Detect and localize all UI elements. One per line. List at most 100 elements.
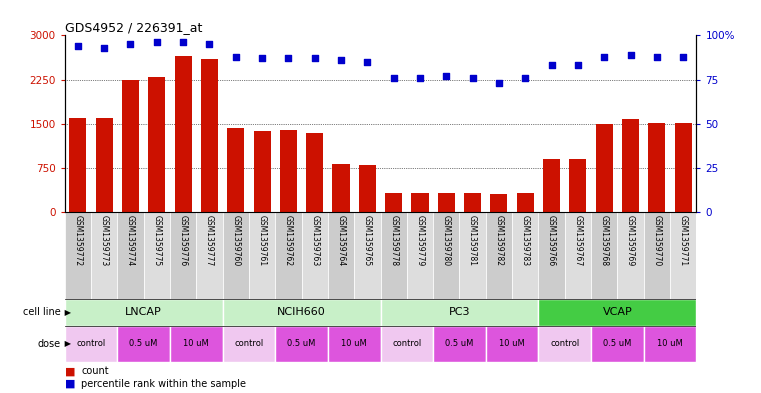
Text: GSM1359764: GSM1359764 — [336, 215, 345, 266]
Text: GSM1359779: GSM1359779 — [416, 215, 425, 266]
Bar — [674, 123, 692, 212]
Bar — [333, 164, 349, 212]
Text: 10 uM: 10 uM — [183, 340, 209, 348]
Text: GSM1359769: GSM1359769 — [626, 215, 635, 266]
Text: 0.5 uM: 0.5 uM — [603, 340, 632, 348]
Bar — [539, 326, 591, 362]
Text: LNCAP: LNCAP — [126, 307, 162, 318]
Text: GSM1359776: GSM1359776 — [179, 215, 188, 266]
Bar — [275, 326, 328, 362]
Bar — [148, 77, 165, 212]
Bar — [490, 194, 508, 212]
Bar — [301, 212, 328, 299]
Point — [625, 51, 637, 58]
Text: 10 uM: 10 uM — [657, 340, 683, 348]
Bar — [565, 212, 591, 299]
Bar — [486, 212, 512, 299]
Bar — [648, 123, 665, 212]
Bar — [591, 326, 644, 362]
Text: control: control — [392, 340, 422, 348]
Point — [335, 57, 347, 63]
Point — [230, 53, 242, 60]
Text: PC3: PC3 — [449, 307, 470, 318]
Text: GSM1359765: GSM1359765 — [363, 215, 372, 266]
Bar — [596, 124, 613, 212]
Bar — [644, 212, 670, 299]
Point — [572, 62, 584, 68]
Text: GSM1359780: GSM1359780 — [442, 215, 451, 266]
Text: ■: ■ — [65, 366, 75, 376]
Bar — [275, 212, 301, 299]
Point — [151, 39, 163, 46]
Text: GSM1359775: GSM1359775 — [152, 215, 161, 266]
Text: GSM1359773: GSM1359773 — [100, 215, 109, 266]
Bar — [460, 212, 486, 299]
Point — [546, 62, 558, 68]
Bar — [174, 56, 192, 212]
Point — [361, 59, 374, 65]
Text: GSM1359778: GSM1359778 — [389, 215, 398, 266]
Text: GSM1359768: GSM1359768 — [600, 215, 609, 266]
Point — [598, 53, 610, 60]
Bar — [122, 79, 139, 212]
Text: 0.5 uM: 0.5 uM — [288, 340, 316, 348]
Bar — [328, 212, 354, 299]
Point — [519, 75, 531, 81]
Text: GSM1359783: GSM1359783 — [521, 215, 530, 266]
Text: 10 uM: 10 uM — [341, 340, 367, 348]
Text: GSM1359781: GSM1359781 — [468, 215, 477, 266]
Bar — [464, 193, 481, 212]
Point — [203, 41, 215, 47]
Text: 0.5 uM: 0.5 uM — [445, 340, 473, 348]
Bar — [617, 212, 644, 299]
Bar — [433, 326, 486, 362]
Text: NCIH660: NCIH660 — [277, 307, 326, 318]
Bar — [196, 212, 222, 299]
Bar — [65, 326, 117, 362]
Text: GSM1359771: GSM1359771 — [679, 215, 688, 266]
Bar — [380, 326, 433, 362]
Text: ▶: ▶ — [62, 340, 71, 348]
Point — [387, 75, 400, 81]
Bar — [280, 130, 297, 212]
Bar — [117, 326, 170, 362]
Bar — [117, 212, 144, 299]
Point — [256, 55, 268, 61]
Point — [98, 44, 110, 51]
Bar — [438, 193, 455, 212]
Bar — [306, 133, 323, 212]
Bar — [358, 165, 376, 212]
Bar — [543, 159, 560, 212]
Bar — [144, 212, 170, 299]
Bar — [65, 299, 223, 326]
Text: GSM1359763: GSM1359763 — [310, 215, 319, 266]
Point — [651, 53, 663, 60]
Point — [466, 75, 479, 81]
Bar — [223, 299, 380, 326]
Bar — [228, 128, 244, 212]
Bar — [380, 212, 407, 299]
Bar — [380, 299, 539, 326]
Text: VCAP: VCAP — [603, 307, 632, 318]
Bar — [512, 212, 539, 299]
Bar — [96, 118, 113, 212]
Text: GSM1359760: GSM1359760 — [231, 215, 240, 266]
Text: GSM1359777: GSM1359777 — [205, 215, 214, 266]
Text: GSM1359774: GSM1359774 — [126, 215, 135, 266]
Bar — [517, 193, 533, 212]
Text: GSM1359782: GSM1359782 — [495, 215, 504, 266]
Bar — [223, 212, 249, 299]
Point — [493, 80, 505, 86]
Text: control: control — [234, 340, 263, 348]
Text: 10 uM: 10 uM — [499, 340, 525, 348]
Bar — [670, 212, 696, 299]
Bar — [539, 212, 565, 299]
Text: cell line: cell line — [23, 307, 61, 318]
Point — [124, 41, 136, 47]
Point — [414, 75, 426, 81]
Text: GSM1359767: GSM1359767 — [573, 215, 582, 266]
Text: percentile rank within the sample: percentile rank within the sample — [81, 378, 247, 389]
Point — [440, 73, 452, 79]
Text: dose: dose — [38, 339, 61, 349]
Text: control: control — [550, 340, 579, 348]
